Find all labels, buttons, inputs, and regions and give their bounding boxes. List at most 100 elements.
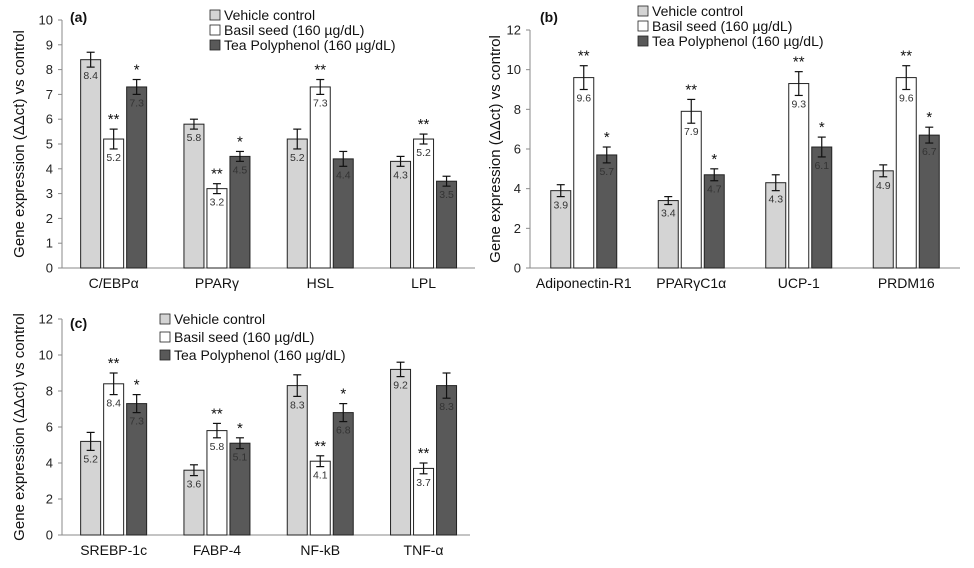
- bar: [390, 368, 412, 536]
- y-tick-label: 4: [514, 181, 521, 196]
- significance-marker: **: [211, 166, 223, 183]
- chart-panel-0: 0 1 2 3 4 5 6 7 8 9 10 Gene expression (ΔΔct) vs co…: [11, 7, 475, 291]
- data-label: 8.3: [290, 399, 305, 411]
- category-label: PRDM16: [878, 275, 935, 291]
- legend-entry: Tea Polyphenol (160 µg/dL): [652, 33, 824, 49]
- legend-entry: Basil seed (160 µg/dL): [652, 18, 792, 34]
- data-label: 4.4: [336, 169, 351, 181]
- category-label: Adiponectin-R1: [536, 275, 632, 291]
- y-tick-label: 8: [46, 62, 53, 77]
- data-label: 4.1: [313, 470, 328, 482]
- data-label: 5.2: [83, 453, 98, 465]
- data-label: 5.7: [599, 166, 614, 178]
- data-label: 5.2: [106, 152, 121, 164]
- significance-marker: *: [711, 151, 717, 168]
- panel-label: (a): [70, 9, 87, 25]
- bar: [309, 86, 331, 269]
- category-label: HSL: [307, 275, 334, 291]
- legend-entry: Vehicle control: [224, 7, 315, 23]
- significance-marker: *: [134, 62, 140, 79]
- legend-entry: Vehicle control: [652, 3, 743, 19]
- data-label: 8.3: [439, 401, 454, 413]
- significance-marker: **: [108, 111, 120, 128]
- category-label: FABP-4: [193, 542, 241, 558]
- data-label: 7.3: [313, 97, 328, 109]
- y-tick-label: 10: [39, 348, 53, 363]
- significance-marker: *: [604, 129, 610, 146]
- significance-marker: *: [926, 109, 932, 126]
- y-axis-title: Gene expression (ΔΔct) vs control: [11, 30, 28, 258]
- y-axis-title: Gene expression (ΔΔct) vs control: [487, 35, 504, 263]
- data-label: 5.2: [290, 152, 305, 164]
- significance-marker: *: [340, 386, 346, 403]
- data-label: 5.8: [210, 441, 225, 453]
- significance-marker: **: [314, 62, 326, 79]
- bar: [80, 59, 102, 269]
- y-tick-label: 6: [514, 142, 521, 157]
- category-label: UCP-1: [778, 275, 820, 291]
- category-label: C/EBPα: [89, 275, 139, 291]
- y-tick-label: 3: [46, 186, 53, 201]
- significance-marker: **: [418, 445, 430, 462]
- significance-marker: *: [237, 133, 243, 150]
- y-tick-label: 0: [46, 261, 53, 276]
- y-tick-label: 9: [46, 37, 53, 52]
- data-label: 5.2: [416, 147, 431, 159]
- y-tick-label: 2: [46, 492, 53, 507]
- y-tick-label: 8: [46, 384, 53, 399]
- category-label: NF-kB: [300, 542, 340, 558]
- category-label: PPARγC1α: [656, 275, 726, 291]
- legend-swatch: [159, 313, 171, 325]
- legend-swatch: [637, 20, 649, 32]
- y-tick-label: 12: [507, 23, 521, 38]
- significance-marker: **: [685, 81, 697, 98]
- significance-marker: *: [134, 377, 140, 394]
- y-tick-label: 1: [46, 236, 53, 251]
- significance-marker: *: [819, 119, 825, 136]
- data-label: 4.5: [233, 164, 248, 176]
- legend-swatch: [637, 35, 649, 47]
- y-tick-label: 0: [46, 528, 53, 543]
- y-tick-label: 12: [39, 312, 53, 327]
- category-label: LPL: [411, 275, 436, 291]
- y-tick-label: 2: [514, 221, 521, 236]
- data-label: 4.9: [876, 180, 891, 192]
- data-label: 9.6: [576, 93, 591, 105]
- data-label: 9.3: [791, 98, 806, 110]
- legend-entry: Basil seed (160 µg/dL): [224, 22, 364, 38]
- y-tick-label: 2: [46, 211, 53, 226]
- data-label: 4.3: [768, 194, 783, 206]
- data-label: 3.2: [210, 197, 225, 209]
- panel-label: (b): [540, 9, 558, 25]
- y-tick-label: 4: [46, 161, 53, 176]
- legend-swatch: [159, 331, 171, 343]
- data-label: 8.4: [106, 398, 121, 410]
- data-label: 6.7: [922, 146, 937, 158]
- legend-swatch: [209, 39, 221, 51]
- bar: [895, 77, 917, 269]
- y-tick-label: 6: [46, 420, 53, 435]
- legend-swatch: [209, 24, 221, 36]
- data-label: 3.5: [439, 189, 454, 201]
- legend-entry: Vehicle control: [174, 311, 265, 327]
- legend-swatch: [209, 9, 221, 21]
- y-axis-title: Gene expression (ΔΔct) vs control: [11, 313, 28, 541]
- bar: [183, 123, 205, 269]
- data-label: 5.1: [233, 452, 248, 464]
- data-label: 9.6: [899, 93, 914, 105]
- significance-marker: **: [900, 48, 912, 65]
- data-label: 8.4: [83, 70, 98, 82]
- significance-marker: **: [211, 405, 223, 422]
- category-label: PPARγ: [195, 275, 239, 291]
- data-label: 4.3: [393, 169, 408, 181]
- data-label: 5.8: [187, 132, 202, 144]
- data-label: 4.7: [707, 184, 722, 196]
- significance-marker: **: [314, 438, 326, 455]
- data-label: 3.4: [661, 208, 676, 220]
- category-label: SREBP-1c: [80, 542, 147, 558]
- y-tick-label: 10: [507, 62, 521, 77]
- y-tick-label: 5: [46, 137, 53, 152]
- data-label: 3.9: [553, 200, 568, 212]
- y-tick-label: 6: [46, 112, 53, 127]
